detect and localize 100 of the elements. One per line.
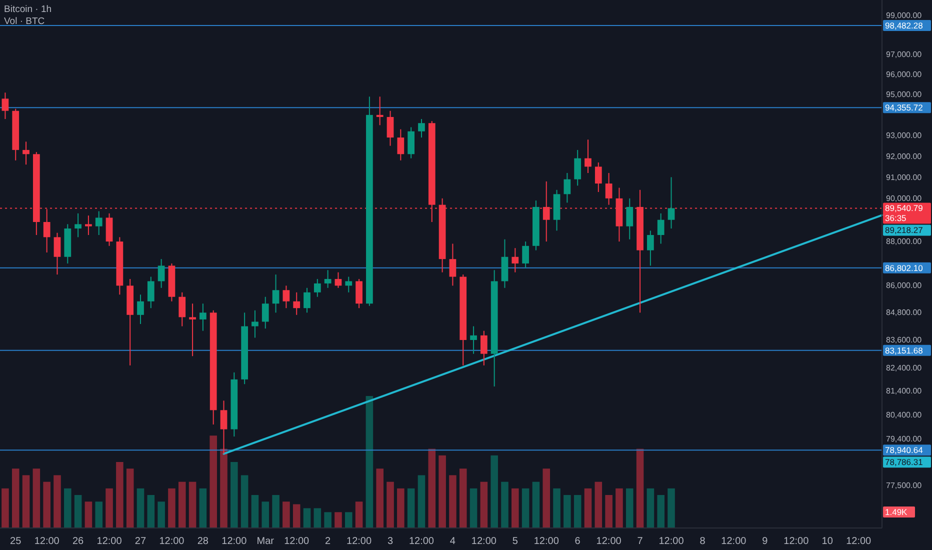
bar — [188, 482, 196, 528]
candlestick — [418, 118, 425, 138]
y-tick-label: 84,800.00 — [886, 308, 922, 318]
ref-line-label: 89,540.79 — [885, 203, 924, 214]
candlestick — [54, 232, 61, 276]
bar — [2, 488, 9, 528]
bar — [512, 488, 519, 528]
x-tick-label: 3 — [387, 536, 394, 548]
bar — [282, 502, 290, 528]
bar — [64, 488, 72, 528]
text: 36:35 — [885, 213, 907, 224]
bar — [438, 455, 446, 528]
bar — [501, 482, 508, 528]
chart-title: Vol · BTC — [4, 16, 45, 27]
x-tick-label: 12:00 — [96, 536, 122, 548]
candlestick — [304, 287, 310, 314]
candlestick — [293, 292, 300, 316]
x-tick-label: 4 — [450, 536, 456, 548]
bar — [668, 488, 675, 528]
bar — [32, 468, 40, 528]
candlestick — [2, 92, 9, 120]
bar — [428, 448, 436, 528]
x-tick-label: 12:00 — [471, 536, 497, 548]
candlestick — [470, 326, 477, 354]
bar — [542, 468, 550, 528]
ref-line-label: 83,151.68 — [885, 345, 924, 356]
candlestick — [95, 210, 102, 236]
candlestick — [252, 310, 258, 338]
y-tick-label: 90,000.00 — [886, 194, 922, 203]
bar — [158, 502, 165, 528]
bar — [522, 488, 530, 528]
bar — [303, 508, 311, 528]
candlestick — [200, 303, 206, 332]
bar — [490, 455, 498, 528]
x-tick-label: 28 — [197, 536, 209, 548]
y-tick-label: 95,000.00 — [886, 90, 922, 100]
x-tick-label: 6 — [574, 536, 581, 548]
bar — [418, 475, 426, 528]
candlestick — [574, 149, 582, 186]
bar — [355, 502, 363, 528]
text: 1.49K — [885, 506, 908, 517]
y-tick-label: 88,000.00 — [886, 237, 922, 246]
bar — [168, 488, 176, 528]
bar — [449, 475, 456, 528]
bar — [574, 495, 582, 528]
y-tick-label: 92,000.00 — [886, 152, 922, 161]
candlestick — [449, 243, 456, 286]
bar — [324, 512, 332, 528]
candlestick — [626, 198, 634, 240]
x-tick-label: 12:00 — [284, 536, 310, 548]
bar — [470, 488, 478, 528]
y-tick-label: 79,400.00 — [886, 434, 922, 444]
x-tick-label: 10 — [822, 536, 834, 548]
x-tick-label: 5 — [512, 536, 518, 548]
y-tick-label: 91,000.00 — [886, 172, 922, 182]
bar — [136, 488, 144, 528]
bar — [459, 468, 467, 528]
bar — [54, 475, 61, 528]
candlestick — [262, 296, 269, 330]
ref-line-label: 78,940.64 — [885, 445, 924, 456]
y-tick-label: 83,600.00 — [886, 336, 922, 345]
y-tick-label: 99,000.00 — [886, 11, 922, 20]
y-tick-label: 77,500.00 — [886, 480, 922, 490]
bar — [605, 495, 612, 528]
bar — [553, 488, 560, 528]
y-tick-label: 93,000.00 — [886, 131, 922, 140]
bar — [407, 488, 415, 528]
x-tick-label: 12:00 — [596, 536, 622, 548]
x-tick-label: 12:00 — [658, 536, 684, 548]
candlestick — [408, 126, 415, 159]
bar — [594, 482, 602, 528]
y-tick-label: 97,000.00 — [886, 50, 922, 60]
candlestick — [522, 241, 529, 268]
candlestick — [314, 278, 321, 298]
bar — [240, 475, 248, 528]
text: 78,786.31 — [885, 457, 924, 468]
x-tick-label: 27 — [134, 536, 146, 548]
candlestick — [657, 212, 664, 244]
x-tick-label: 12:00 — [784, 536, 810, 548]
x-tick-label: 12:00 — [34, 536, 60, 548]
x-tick-label: 12:00 — [346, 536, 372, 548]
bar — [584, 488, 592, 528]
x-tick-label: 7 — [637, 536, 644, 548]
bar — [95, 502, 103, 528]
bar — [314, 508, 322, 528]
candlestick — [356, 278, 362, 309]
candlestick — [647, 230, 654, 266]
bar — [386, 482, 394, 528]
bar — [22, 475, 30, 528]
x-tick-label: 12:00 — [222, 536, 248, 548]
candlestick — [512, 248, 519, 273]
candlestick — [272, 274, 280, 314]
candlestick — [397, 128, 404, 161]
candlestick — [106, 212, 113, 246]
candlestick — [594, 162, 602, 193]
bar — [480, 482, 488, 528]
y-tick-label: 86,000.00 — [886, 281, 922, 290]
bar — [147, 495, 155, 528]
x-tick-label: 12:00 — [408, 536, 434, 548]
chart-title: Bitcoin · 1h — [4, 4, 52, 15]
